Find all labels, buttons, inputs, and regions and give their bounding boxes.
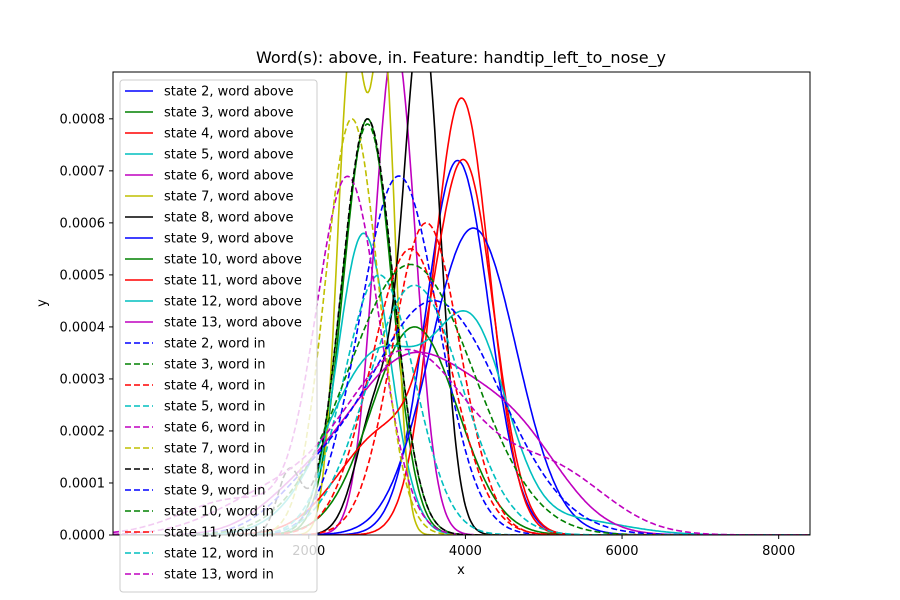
series-line-1 [113, 159, 810, 535]
legend-entry: state 3, word in [164, 358, 266, 373]
legend-entry: state 12, word above [164, 295, 302, 310]
legend-entry: state 8, word above [164, 211, 294, 226]
legend-entry: state 10, word above [164, 253, 302, 268]
y-tick-label: 0.0005 [60, 268, 106, 283]
y-tick-label: 0.0007 [60, 164, 106, 179]
y-tick-label: 0.0000 [60, 529, 106, 544]
y-axis-label: y [35, 299, 50, 307]
legend-entry: state 8, word in [164, 463, 266, 478]
legend-entry: state 6, word in [164, 421, 266, 436]
chart-title: Word(s): above, in. Feature: handtip_lef… [256, 48, 666, 68]
y-tick-label: 0.0003 [60, 372, 106, 387]
series-line-22 [113, 248, 810, 535]
legend-entry: state 10, word in [164, 505, 274, 520]
legend-entry: state 9, word above [164, 232, 294, 247]
legend-entry: state 7, word in [164, 442, 266, 457]
legend-entry: state 13, word in [164, 568, 274, 583]
legend-entry: state 5, word in [164, 400, 266, 415]
legend-entry: state 6, word above [164, 169, 294, 184]
legend-entry: state 11, word above [164, 274, 302, 289]
legend-entry: state 12, word in [164, 547, 274, 562]
y-tick-label: 0.0004 [60, 320, 106, 335]
legend-box [119, 79, 318, 593]
legend-entry: state 13, word above [164, 316, 302, 331]
legend-entry: state 7, word above [164, 190, 294, 205]
series-line-9 [113, 326, 810, 535]
y-tick-label: 0.0008 [60, 112, 106, 127]
legend: state 2, word above state 3, word above st… [119, 79, 318, 593]
series-line-8 [113, 227, 810, 535]
legend-entry: state 2, word above [164, 85, 294, 100]
x-axis-label: x [457, 563, 465, 578]
legend-entry: state 5, word above [164, 148, 294, 163]
x-tick-label: 8000 [762, 544, 795, 559]
y-tick-label: 0.0001 [60, 476, 106, 491]
legend-entry: state 11, word in [164, 526, 274, 541]
series-line-5 [113, 72, 810, 535]
legend-entry: state 2, word in [164, 337, 266, 352]
y-tick-label: 0.0002 [60, 424, 106, 439]
legend-entry: state 4, word in [164, 379, 266, 394]
series-line-3 [113, 97, 810, 535]
legend-entry: state 4, word above [164, 127, 294, 142]
y-axis: 0.0000 0.0001 0.0002 0.0003 0.0004 0.0005 0.00… [60, 112, 113, 544]
y-tick-label: 0.0006 [60, 216, 106, 231]
legend-entry: state 9, word in [164, 484, 266, 499]
x-tick-label: 4000 [449, 544, 482, 559]
x-tick-label: 6000 [605, 544, 638, 559]
x-axis: 2000400060008000 [292, 535, 795, 559]
legend-entry: state 3, word above [164, 106, 294, 121]
series-line-7 [113, 72, 810, 535]
series-line-23 [113, 284, 810, 535]
series-line-19 [113, 118, 810, 535]
plot-frame [112, 71, 811, 536]
series-line-13 [113, 175, 810, 535]
